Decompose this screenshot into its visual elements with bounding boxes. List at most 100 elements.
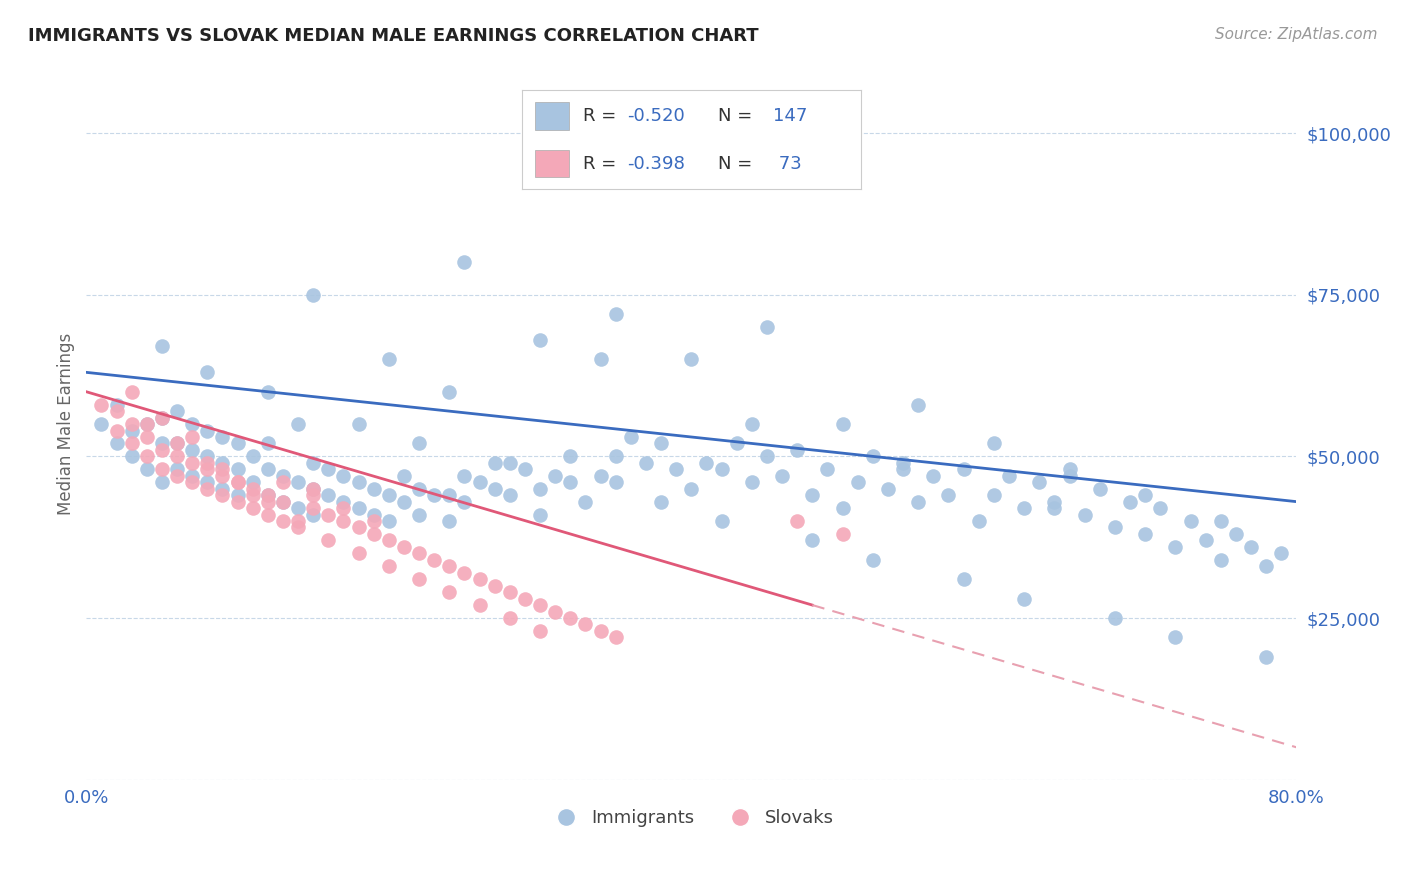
- Point: [605, 450, 627, 464]
- Point: [1012, 591, 1035, 606]
- Point: [529, 624, 551, 638]
- Point: [453, 494, 475, 508]
- Point: [423, 488, 446, 502]
- Point: [484, 456, 506, 470]
- Y-axis label: Median Male Earnings: Median Male Earnings: [58, 333, 75, 516]
- Point: [513, 462, 536, 476]
- Point: [1028, 475, 1050, 490]
- Point: [195, 365, 218, 379]
- Point: [650, 494, 672, 508]
- Point: [983, 436, 1005, 450]
- Point: [1180, 514, 1202, 528]
- Point: [907, 494, 929, 508]
- Point: [891, 456, 914, 470]
- Point: [121, 450, 143, 464]
- Point: [363, 482, 385, 496]
- Point: [287, 501, 309, 516]
- Point: [90, 398, 112, 412]
- Point: [589, 624, 612, 638]
- Point: [967, 514, 990, 528]
- Point: [1043, 494, 1066, 508]
- Point: [770, 468, 793, 483]
- Point: [453, 468, 475, 483]
- Point: [529, 508, 551, 522]
- Point: [620, 430, 643, 444]
- Point: [392, 468, 415, 483]
- Point: [271, 475, 294, 490]
- Point: [242, 482, 264, 496]
- Point: [1059, 468, 1081, 483]
- Point: [681, 482, 703, 496]
- Point: [150, 475, 173, 490]
- Point: [408, 436, 430, 450]
- Point: [105, 404, 128, 418]
- Point: [1194, 533, 1216, 548]
- Point: [1164, 631, 1187, 645]
- Point: [983, 488, 1005, 502]
- Point: [135, 462, 157, 476]
- Point: [347, 417, 370, 431]
- Point: [1149, 501, 1171, 516]
- Point: [135, 417, 157, 431]
- Point: [302, 488, 325, 502]
- Point: [392, 494, 415, 508]
- Point: [544, 605, 567, 619]
- Point: [1256, 559, 1278, 574]
- Point: [1133, 527, 1156, 541]
- Point: [90, 417, 112, 431]
- Point: [105, 436, 128, 450]
- Point: [484, 482, 506, 496]
- Point: [513, 591, 536, 606]
- Point: [150, 410, 173, 425]
- Point: [439, 585, 461, 599]
- Point: [499, 611, 522, 625]
- Point: [181, 430, 204, 444]
- Point: [150, 339, 173, 353]
- Point: [423, 553, 446, 567]
- Point: [1119, 494, 1142, 508]
- Point: [181, 475, 204, 490]
- Point: [135, 417, 157, 431]
- Point: [332, 514, 354, 528]
- Point: [468, 598, 491, 612]
- Point: [271, 494, 294, 508]
- Point: [1012, 501, 1035, 516]
- Point: [952, 462, 974, 476]
- Point: [741, 475, 763, 490]
- Point: [605, 307, 627, 321]
- Point: [1073, 508, 1095, 522]
- Point: [256, 384, 278, 399]
- Point: [121, 436, 143, 450]
- Point: [150, 436, 173, 450]
- Point: [271, 494, 294, 508]
- Point: [1240, 540, 1263, 554]
- Point: [195, 462, 218, 476]
- Point: [211, 488, 233, 502]
- Point: [831, 501, 853, 516]
- Point: [786, 514, 808, 528]
- Point: [560, 611, 582, 625]
- Point: [166, 404, 188, 418]
- Point: [725, 436, 748, 450]
- Point: [605, 631, 627, 645]
- Point: [665, 462, 688, 476]
- Point: [332, 468, 354, 483]
- Point: [195, 450, 218, 464]
- Point: [318, 488, 340, 502]
- Point: [242, 450, 264, 464]
- Point: [1256, 649, 1278, 664]
- Point: [302, 287, 325, 301]
- Point: [392, 540, 415, 554]
- Point: [529, 598, 551, 612]
- Point: [347, 501, 370, 516]
- Point: [952, 572, 974, 586]
- Point: [150, 410, 173, 425]
- Legend: Immigrants, Slovaks: Immigrants, Slovaks: [541, 802, 842, 835]
- Point: [318, 462, 340, 476]
- Point: [605, 475, 627, 490]
- Point: [378, 533, 401, 548]
- Point: [226, 488, 249, 502]
- Point: [710, 514, 733, 528]
- Point: [801, 533, 824, 548]
- Point: [332, 494, 354, 508]
